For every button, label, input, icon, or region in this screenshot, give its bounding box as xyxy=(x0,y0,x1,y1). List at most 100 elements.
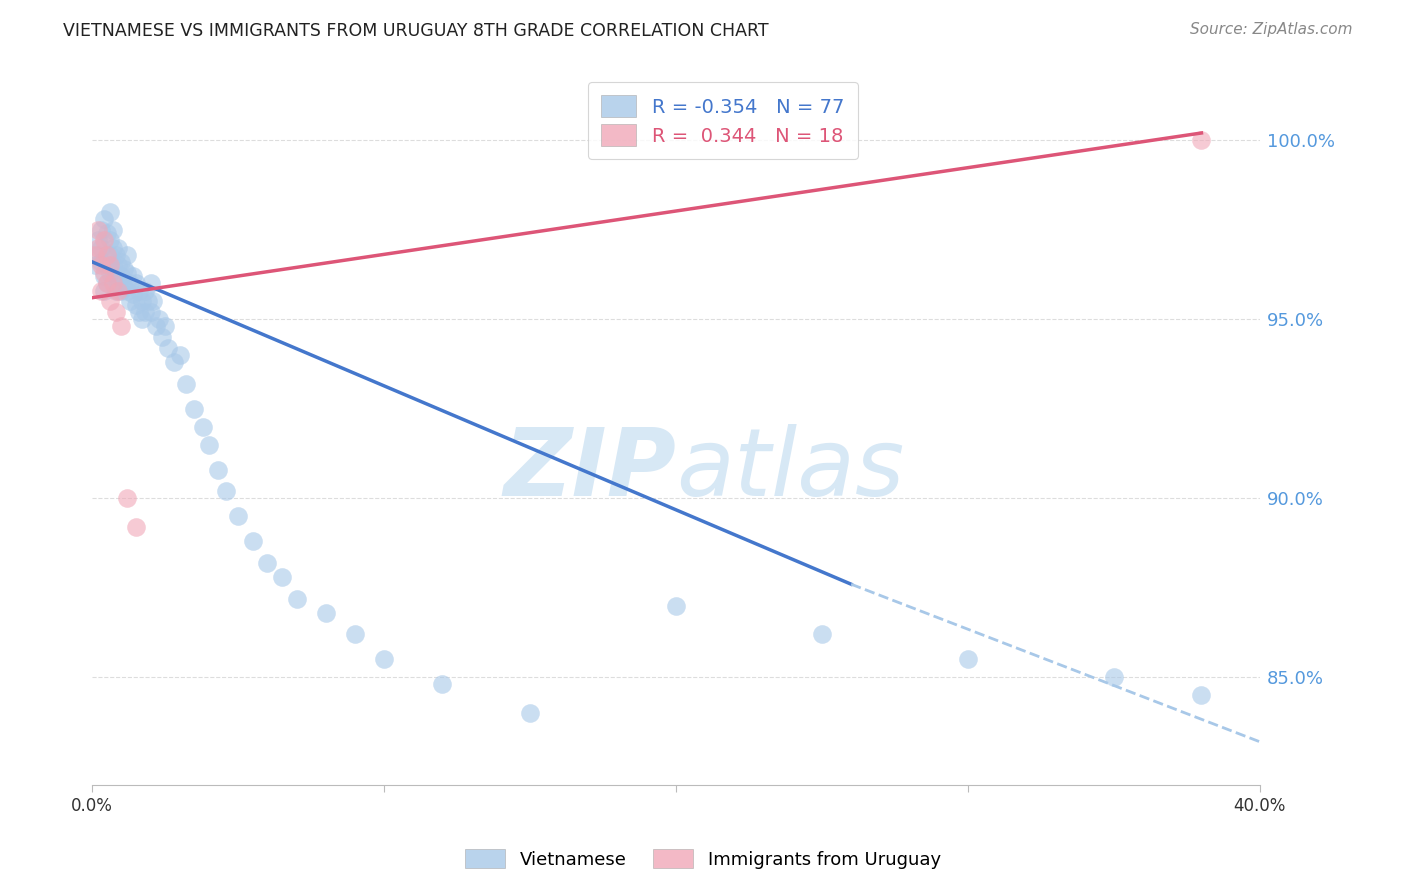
Point xyxy=(128,305,150,319)
Point xyxy=(136,294,159,309)
Point xyxy=(134,284,156,298)
Point xyxy=(115,266,138,280)
Point xyxy=(90,255,112,269)
Point xyxy=(315,606,337,620)
Point xyxy=(98,266,121,280)
Point xyxy=(198,437,221,451)
Point xyxy=(373,652,395,666)
Point xyxy=(256,556,278,570)
Point xyxy=(125,298,148,312)
Point xyxy=(101,241,124,255)
Point xyxy=(128,284,150,298)
Point xyxy=(90,222,112,236)
Point xyxy=(145,319,167,334)
Point xyxy=(107,241,129,255)
Point xyxy=(125,520,148,534)
Point xyxy=(104,248,127,262)
Point xyxy=(163,355,186,369)
Point xyxy=(157,341,180,355)
Point xyxy=(104,269,127,284)
Point xyxy=(169,348,191,362)
Point xyxy=(226,509,249,524)
Point xyxy=(87,234,110,248)
Point xyxy=(271,570,294,584)
Point xyxy=(432,677,454,691)
Text: Source: ZipAtlas.com: Source: ZipAtlas.com xyxy=(1189,22,1353,37)
Point xyxy=(93,266,115,280)
Point xyxy=(93,284,115,298)
Point xyxy=(183,401,205,416)
Point xyxy=(84,259,107,273)
Point xyxy=(811,627,834,641)
Point xyxy=(122,287,145,301)
Point xyxy=(112,280,135,294)
Point xyxy=(90,241,112,255)
Point xyxy=(107,277,129,291)
Legend: Vietnamese, Immigrants from Uruguay: Vietnamese, Immigrants from Uruguay xyxy=(458,841,948,876)
Point xyxy=(131,312,153,326)
Point xyxy=(139,277,162,291)
Point xyxy=(96,226,118,240)
Point xyxy=(115,248,138,262)
Point xyxy=(93,269,115,284)
Point xyxy=(1102,670,1125,684)
Point xyxy=(110,284,132,298)
Point xyxy=(84,248,107,262)
Point xyxy=(134,305,156,319)
Point xyxy=(1191,688,1213,702)
Point xyxy=(101,259,124,273)
Point xyxy=(153,319,176,334)
Point xyxy=(90,284,112,298)
Point xyxy=(191,419,214,434)
Point xyxy=(343,627,366,641)
Point xyxy=(104,284,127,298)
Point xyxy=(122,269,145,284)
Point xyxy=(148,312,170,326)
Point xyxy=(115,284,138,298)
Point xyxy=(115,491,138,506)
Text: atlas: atlas xyxy=(676,424,904,515)
Point xyxy=(107,284,129,298)
Point xyxy=(98,294,121,309)
Point xyxy=(519,706,541,720)
Point xyxy=(131,294,153,309)
Point xyxy=(174,376,197,391)
Point xyxy=(285,591,308,606)
Point xyxy=(87,222,110,236)
Point xyxy=(87,248,110,262)
Point xyxy=(101,277,124,291)
Point xyxy=(120,277,142,291)
Point xyxy=(110,269,132,284)
Point xyxy=(120,294,142,309)
Point xyxy=(90,259,112,273)
Point xyxy=(112,262,135,277)
Point xyxy=(101,222,124,236)
Point xyxy=(956,652,979,666)
Point xyxy=(98,204,121,219)
Point xyxy=(125,277,148,291)
Point xyxy=(93,211,115,226)
Point xyxy=(215,484,238,499)
Point xyxy=(207,462,229,476)
Point xyxy=(93,234,115,248)
Point xyxy=(104,305,127,319)
Point xyxy=(110,255,132,269)
Text: ZIP: ZIP xyxy=(503,424,676,516)
Point xyxy=(98,248,121,262)
Point xyxy=(96,259,118,273)
Point xyxy=(142,294,165,309)
Point xyxy=(150,330,173,344)
Point xyxy=(87,241,110,255)
Point xyxy=(1191,133,1213,147)
Text: VIETNAMESE VS IMMIGRANTS FROM URUGUAY 8TH GRADE CORRELATION CHART: VIETNAMESE VS IMMIGRANTS FROM URUGUAY 8T… xyxy=(63,22,769,40)
Point xyxy=(98,259,121,273)
Point xyxy=(96,277,118,291)
Legend: R = -0.354   N = 77, R =  0.344   N = 18: R = -0.354 N = 77, R = 0.344 N = 18 xyxy=(588,82,858,159)
Point xyxy=(96,248,118,262)
Point xyxy=(242,534,264,549)
Point xyxy=(665,599,688,613)
Point xyxy=(110,319,132,334)
Point xyxy=(98,234,121,248)
Point xyxy=(139,305,162,319)
Point xyxy=(96,277,118,291)
